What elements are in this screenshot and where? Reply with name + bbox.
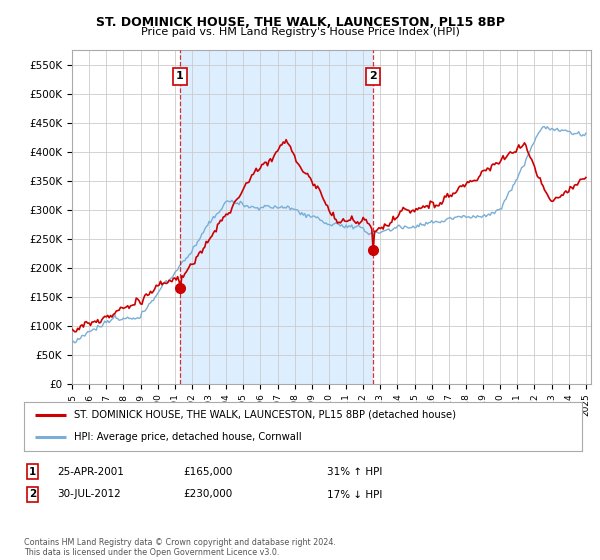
Text: 25-APR-2001: 25-APR-2001	[57, 466, 124, 477]
Text: Contains HM Land Registry data © Crown copyright and database right 2024.
This d: Contains HM Land Registry data © Crown c…	[24, 538, 336, 557]
Text: £230,000: £230,000	[183, 489, 232, 500]
Text: HPI: Average price, detached house, Cornwall: HPI: Average price, detached house, Corn…	[74, 432, 302, 442]
Text: 31% ↑ HPI: 31% ↑ HPI	[327, 466, 382, 477]
Text: £165,000: £165,000	[183, 466, 232, 477]
Text: 1: 1	[176, 72, 184, 81]
Text: Price paid vs. HM Land Registry's House Price Index (HPI): Price paid vs. HM Land Registry's House …	[140, 27, 460, 38]
Text: 1: 1	[29, 466, 36, 477]
Text: ST. DOMINICK HOUSE, THE WALK, LAUNCESTON, PL15 8BP (detached house): ST. DOMINICK HOUSE, THE WALK, LAUNCESTON…	[74, 410, 456, 420]
Text: 17% ↓ HPI: 17% ↓ HPI	[327, 489, 382, 500]
Text: 30-JUL-2012: 30-JUL-2012	[57, 489, 121, 500]
Bar	[180, 50, 373, 384]
Text: ST. DOMINICK HOUSE, THE WALK, LAUNCESTON, PL15 8BP: ST. DOMINICK HOUSE, THE WALK, LAUNCESTON…	[95, 16, 505, 29]
Text: 2: 2	[29, 489, 36, 500]
Text: 2: 2	[369, 72, 377, 81]
